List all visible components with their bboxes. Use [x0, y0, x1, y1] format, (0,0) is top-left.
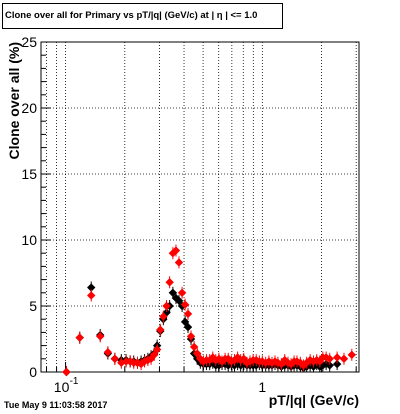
data-point [152, 345, 162, 354]
y-tick-label: 15 [21, 166, 37, 182]
x-axis-title: pT/|q| (GeV/c) [269, 392, 359, 408]
data-point [325, 354, 334, 363]
y-tick-label: 0 [29, 364, 37, 380]
data-point [103, 348, 113, 357]
data-point [339, 354, 349, 363]
data-point [183, 322, 193, 332]
data-point [110, 354, 120, 363]
data-markers [62, 244, 357, 377]
data-point [180, 300, 190, 309]
x-tick-label-exponent: -1 [70, 376, 79, 387]
data-point [227, 357, 236, 366]
data-point [193, 349, 202, 358]
data-point [87, 291, 96, 300]
chart-title: Clone over all for Primary vs pT/|q| (Ge… [5, 10, 258, 21]
data-point [159, 312, 168, 321]
data-point [332, 353, 342, 362]
axis-ticks [41, 41, 357, 373]
data-point [189, 342, 199, 352]
data-point [87, 283, 96, 292]
data-point [347, 350, 357, 360]
y-tick-label: 20 [21, 100, 37, 116]
data-point [224, 354, 233, 363]
timestamp-label: Tue May 9 11:03:58 2017 [4, 400, 108, 410]
y-tick-label: 5 [29, 298, 37, 314]
x-tick-label: 10 [54, 379, 70, 395]
x-tick-labels: 10 -1 1 [54, 376, 267, 395]
data-point [165, 278, 174, 287]
data-point [62, 367, 71, 377]
y-axis-title: Clone over all (%) [6, 42, 22, 159]
grid-lines [41, 42, 359, 372]
y-tick-labels: 0 5 10 15 20 25 [21, 34, 37, 380]
data-point [125, 357, 135, 366]
data-point [168, 288, 178, 297]
y-tick-label: 25 [21, 34, 37, 50]
data-point [332, 359, 342, 369]
data-point [162, 301, 171, 311]
plot-frame [40, 41, 360, 373]
data-point [325, 361, 334, 370]
data-point [156, 325, 165, 334]
data-point [171, 246, 181, 255]
data-point [174, 258, 184, 267]
data-point [183, 309, 193, 319]
data-point [96, 332, 105, 341]
chart-title-box: Clone over all for Primary vs pT/|q| (Ge… [2, 3, 283, 29]
data-point [186, 332, 196, 341]
data-point [75, 333, 84, 342]
y-tick-label: 10 [21, 232, 37, 248]
data-point [171, 293, 181, 303]
x-tick-label: 1 [258, 379, 266, 395]
data-point [177, 288, 187, 297]
